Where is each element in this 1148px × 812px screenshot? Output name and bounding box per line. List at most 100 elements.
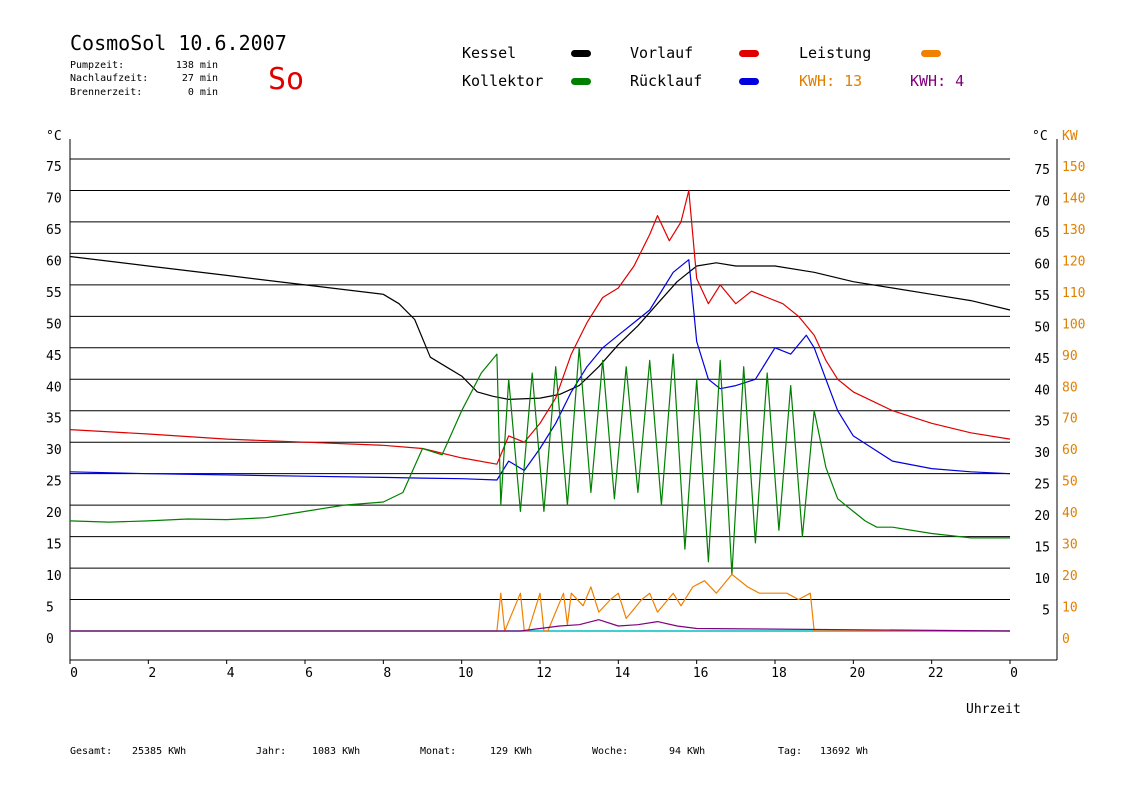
legend-label-leistung: Leistung xyxy=(799,44,871,62)
y-tick-left-50: 50 xyxy=(46,317,62,332)
y-tick-right-power-20: 20 xyxy=(1062,569,1078,584)
y-tick-right-temp-75: 75 xyxy=(1034,163,1050,178)
legend-swatch-kollektor xyxy=(571,78,591,85)
y-tick-right-power-150: 150 xyxy=(1062,160,1085,175)
chart-title: CosmoSol 10.6.2007 xyxy=(70,31,287,55)
footer-label-woche: Woche: xyxy=(592,746,628,757)
stat-value-pumpzeit: 138 min xyxy=(176,60,218,71)
x-tick-0: 0 xyxy=(70,666,78,681)
x-tick-10: 20 xyxy=(850,666,866,681)
y-tick-left-75: 75 xyxy=(46,160,62,175)
y-tick-right-power-110: 110 xyxy=(1062,286,1085,301)
series-line-4 xyxy=(70,573,1010,632)
footer-value-tag: 13692 Wh xyxy=(820,746,868,757)
y-tick-right-power-100: 100 xyxy=(1062,317,1085,332)
y-tick-left-20: 20 xyxy=(46,506,62,521)
y-tick-right-temp-20: 20 xyxy=(1034,509,1050,524)
stat-label-brennerzeit: Brennerzeit: xyxy=(70,87,142,98)
y-tick-right-temp-55: 55 xyxy=(1034,289,1050,304)
series-lines xyxy=(69,189,1011,632)
legend-label-kessel: Kessel xyxy=(462,44,516,62)
y-tick-right-temp-5: 5 xyxy=(1042,604,1050,619)
y-tick-left-15: 15 xyxy=(46,538,62,553)
x-tick-8: 16 xyxy=(693,666,709,681)
y-tick-right-power-70: 70 xyxy=(1062,412,1078,427)
y-tick-right-temp-10: 10 xyxy=(1034,572,1050,587)
footer-label-monat: Monat: xyxy=(420,746,456,757)
x-tick-2: 4 xyxy=(227,666,235,681)
y-axis-unit-right-temp: °C xyxy=(1032,129,1048,144)
stat-label-pumpzeit: Pumpzeit: xyxy=(70,60,124,71)
legend-swatch-vorlauf xyxy=(739,50,759,57)
footer-label-jahr: Jahr: xyxy=(256,746,286,757)
legend-kwh-purple: KWH: 4 xyxy=(910,72,964,90)
footer-value-gesamt: 25385 KWh xyxy=(132,746,186,757)
y-tick-right-power-30: 30 xyxy=(1062,538,1078,553)
y-tick-left-40: 40 xyxy=(46,380,62,395)
footer-label-gesamt: Gesamt: xyxy=(70,746,112,757)
x-axis-label: Uhrzeit xyxy=(966,702,1021,717)
y-tick-left-0: 0 xyxy=(46,632,54,647)
y-tick-right-temp-15: 15 xyxy=(1034,541,1050,556)
footer-stats: Gesamt: 25385 KWh Jahr: 1083 KWh Monat: … xyxy=(70,746,868,757)
legend-swatch-kessel xyxy=(571,50,591,57)
y-tick-right-temp-50: 50 xyxy=(1034,320,1050,335)
legend: Kessel Vorlauf Leistung Kollektor Rückla… xyxy=(462,44,964,90)
legend-label-vorlauf: Vorlauf xyxy=(630,44,693,62)
x-tick-4: 8 xyxy=(383,666,391,681)
legend-swatch-leistung xyxy=(921,50,941,57)
x-tick-12: 0 xyxy=(1010,666,1018,681)
y-tick-left-25: 25 xyxy=(46,475,62,490)
footer-value-monat: 129 KWh xyxy=(490,746,532,757)
stat-label-nachlaufzeit: Nachlaufzeit: xyxy=(70,73,148,84)
y-tick-right-temp-30: 30 xyxy=(1034,446,1050,461)
series-line-3 xyxy=(69,347,1010,576)
y-tick-right-power-120: 120 xyxy=(1062,254,1085,269)
y-tick-left-55: 55 xyxy=(46,286,62,301)
y-tick-right-power-10: 10 xyxy=(1062,601,1078,616)
y-tick-right-temp-65: 65 xyxy=(1034,226,1050,241)
y-tick-right-temp-25: 25 xyxy=(1034,478,1050,493)
y-tick-right-power-40: 40 xyxy=(1062,506,1078,521)
legend-swatch-ruecklauf xyxy=(739,78,759,85)
y-tick-left-30: 30 xyxy=(46,443,62,458)
x-tick-3: 6 xyxy=(305,666,313,681)
y-tick-right-power-60: 60 xyxy=(1062,443,1078,458)
y-tick-left-70: 70 xyxy=(46,191,62,206)
y-tick-right-temp-40: 40 xyxy=(1034,383,1050,398)
footer-value-jahr: 1083 KWh xyxy=(312,746,360,757)
y-axis-unit-right-power: KW xyxy=(1062,129,1078,144)
y-tick-left-35: 35 xyxy=(46,412,62,427)
x-tick-1: 2 xyxy=(148,666,156,681)
series-line-2 xyxy=(69,259,1011,481)
stat-value-brennerzeit: 0 min xyxy=(188,87,218,98)
tick-labels: 0510152025303540455055606570755101520253… xyxy=(46,160,1085,681)
y-tick-right-power-140: 140 xyxy=(1062,191,1085,206)
legend-kwh-leistung: KWH: 13 xyxy=(799,72,862,90)
y-tick-left-10: 10 xyxy=(46,569,62,584)
x-tick-7: 14 xyxy=(615,666,631,681)
series-line-0 xyxy=(69,255,1011,400)
y-tick-right-power-90: 90 xyxy=(1062,349,1078,364)
y-tick-right-power-0: 0 xyxy=(1062,632,1070,647)
y-tick-left-60: 60 xyxy=(46,254,62,269)
x-tick-11: 22 xyxy=(928,666,944,681)
x-tick-5: 10 xyxy=(458,666,474,681)
footer-label-tag: Tag: xyxy=(778,746,802,757)
axes: °C °C KW Uhrzeit xyxy=(46,129,1078,717)
header: CosmoSol 10.6.2007 Pumpzeit: 138 min Nac… xyxy=(70,31,304,98)
y-tick-right-temp-60: 60 xyxy=(1034,257,1050,272)
legend-label-ruecklauf: Rücklauf xyxy=(630,72,702,90)
series-line-1 xyxy=(69,189,1011,465)
y-tick-left-45: 45 xyxy=(46,349,62,364)
y-tick-left-5: 5 xyxy=(46,601,54,616)
stat-value-nachlaufzeit: 27 min xyxy=(182,73,218,84)
series-line-5 xyxy=(70,619,1011,632)
y-tick-right-power-50: 50 xyxy=(1062,475,1078,490)
gridlines xyxy=(69,139,1058,664)
y-tick-left-65: 65 xyxy=(46,223,62,238)
day-label: So xyxy=(268,62,304,97)
y-tick-right-temp-45: 45 xyxy=(1034,352,1050,367)
y-tick-right-temp-35: 35 xyxy=(1034,415,1050,430)
